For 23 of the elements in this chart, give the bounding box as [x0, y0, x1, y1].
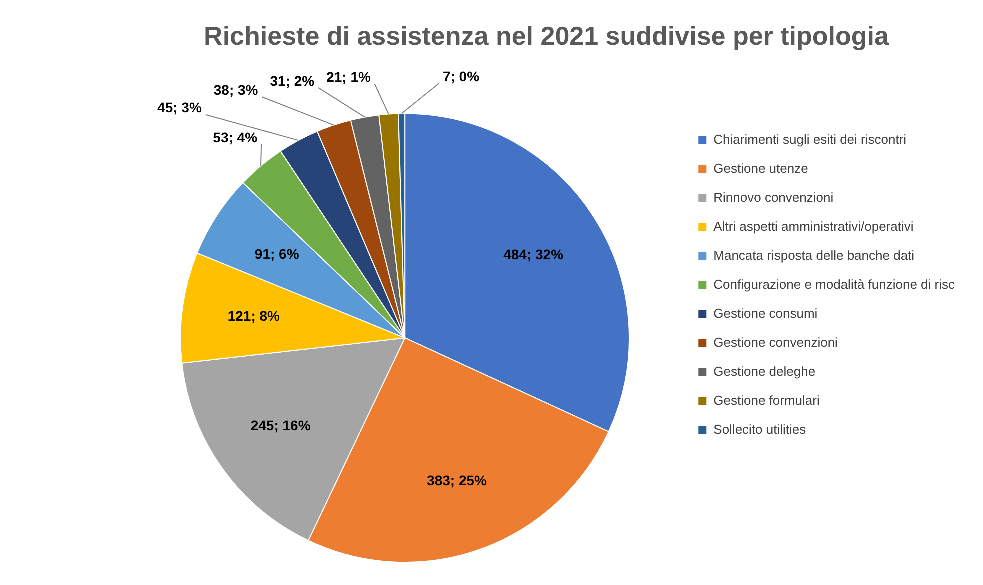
legend-label: Configurazione e modalità funzione di risc	[714, 277, 956, 292]
legend-label: Gestione utenze	[714, 161, 808, 176]
legend-label: Gestione formulari	[714, 393, 820, 408]
data-label: 31; 2%	[270, 72, 316, 89]
legend-label: Gestione convenzioni	[714, 335, 838, 350]
data-label: 121; 8%	[228, 308, 281, 324]
data-label: 53; 4%	[213, 129, 258, 146]
legend-label: Altri aspetti amministrativi/operativi	[714, 219, 914, 234]
data-label: 245; 16%	[250, 418, 312, 434]
data-label: 484; 32%	[504, 246, 564, 263]
data-label: 45; 3%	[158, 100, 202, 116]
legend-label: Gestione consumi	[714, 306, 818, 322]
chart-title: Richieste di assistenza nel 2021 suddivise per tipologia	[204, 20, 890, 51]
legend-label: Sollecito utilities	[714, 422, 807, 438]
data-label: 7; 0%	[442, 68, 480, 85]
legend-label: Mancata risposta delle banche dati	[714, 248, 915, 264]
legend-label: Rinnovo convenzioni	[714, 190, 834, 206]
legend-label: Gestione deleghe	[714, 364, 816, 380]
data-label: 38; 3%	[214, 82, 259, 98]
legend-label: Chiarimenti sugli esiti dei riscontri	[714, 132, 907, 148]
data-label: 383; 25%	[427, 472, 488, 488]
data-label: 91; 6%	[254, 246, 300, 262]
data-label: 21; 1%	[326, 69, 372, 86]
